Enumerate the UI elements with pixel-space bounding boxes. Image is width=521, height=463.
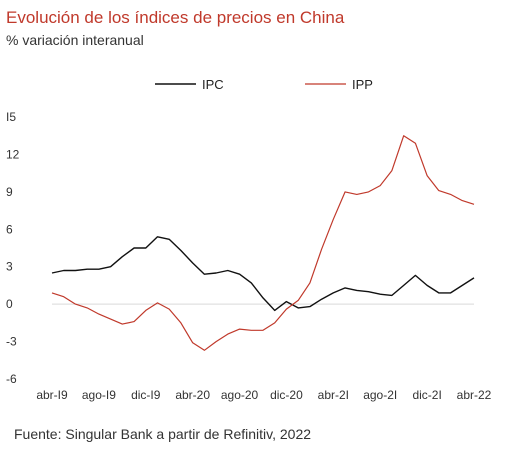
y-tick-label: 9	[6, 185, 13, 199]
legend-label-ipc: IPC	[202, 77, 224, 92]
y-tick-label: -3	[6, 335, 17, 349]
x-tick-label: abr-20	[175, 388, 210, 402]
y-tick-label: 0	[6, 297, 13, 311]
x-tick-label: ago-I9	[82, 388, 116, 402]
legend: IPC IPP	[155, 77, 373, 92]
x-tick-label: dic-2I	[412, 388, 441, 402]
x-tick-label: ago-20	[221, 388, 259, 402]
y-tick-label: -6	[6, 372, 17, 386]
series-lines	[51, 135, 475, 351]
x-tick-label: abr-2I	[318, 388, 349, 402]
chart-subtitle: % variación interanual	[6, 32, 144, 48]
series-line-ipc	[51, 236, 475, 312]
x-tick-label: dic-20	[270, 388, 303, 402]
y-axis: -6 -3 0 3 6 9 12 I5	[6, 110, 20, 386]
source-note: Fuente: Singular Bank a partir de Refini…	[14, 426, 312, 442]
x-tick-label: abr-22	[457, 388, 492, 402]
series-line-ipp	[51, 135, 475, 351]
x-tick-label: ago-2I	[363, 388, 397, 402]
y-tick-label: 6	[6, 222, 13, 236]
x-axis: abr-I9 ago-I9 dic-I9 abr-20 ago-20 dic-20 abr-…	[36, 388, 491, 402]
x-tick-label: dic-I9	[131, 388, 161, 402]
x-tick-label: abr-I9	[36, 388, 68, 402]
y-tick-label: I5	[6, 110, 16, 124]
legend-label-ipp: IPP	[352, 77, 373, 92]
y-tick-label: 3	[6, 260, 13, 274]
y-tick-label: 12	[6, 147, 20, 161]
chart-title: Evolución de los índices de precios en C…	[6, 8, 345, 27]
